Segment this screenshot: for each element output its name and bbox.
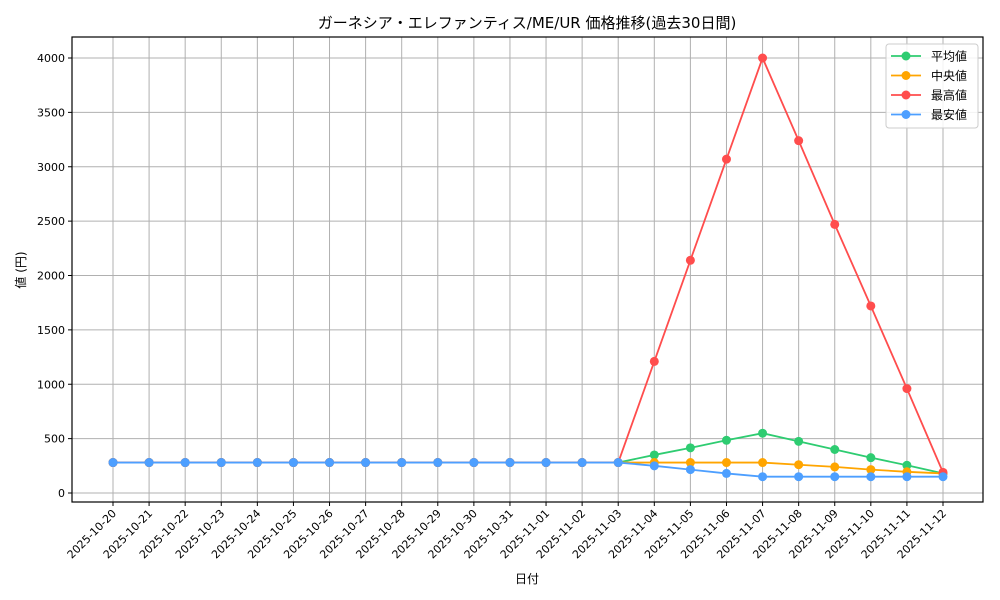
data-point (252, 458, 262, 468)
data-point (866, 465, 876, 475)
legend-label: 最安値 (931, 107, 967, 122)
data-point (397, 458, 407, 468)
y-tick-label: 500 (44, 433, 65, 446)
legend-label: 最高値 (931, 88, 967, 103)
data-point (830, 219, 840, 229)
legend-marker-icon (901, 51, 911, 61)
data-point (794, 460, 804, 470)
data-point (685, 443, 695, 453)
data-point (758, 428, 768, 438)
series-3 (108, 458, 948, 482)
data-point (685, 255, 695, 265)
data-point (325, 458, 335, 468)
data-point (794, 436, 804, 446)
legend-item: 平均値 (891, 49, 967, 64)
legend-label: 平均値 (931, 49, 967, 64)
data-point (577, 458, 587, 468)
legend-box (885, 43, 979, 129)
series-line (113, 461, 944, 475)
data-point (144, 458, 154, 468)
data-point (649, 450, 659, 460)
y-axis-label: 値 (円) (13, 251, 28, 288)
data-point (866, 453, 876, 463)
data-point (649, 356, 659, 366)
data-point (685, 458, 695, 468)
data-point (469, 458, 479, 468)
data-point (433, 458, 443, 468)
y-axis-ticks: 0 500 1000 1500 2000 2500 3000 3500 4000 (37, 52, 72, 500)
data-point (902, 472, 912, 482)
series-line (113, 432, 944, 475)
data-point (721, 458, 731, 468)
data-point (685, 465, 695, 475)
data-point (288, 458, 298, 468)
data-point (938, 472, 948, 482)
series-1 (108, 458, 948, 478)
plot-frame (71, 36, 984, 503)
x-axis-ticks: 2025-10-202025-10-212025-10-222025-10-23… (65, 502, 949, 561)
data-point (758, 472, 768, 482)
data-point (216, 458, 226, 468)
data-point (758, 53, 768, 63)
y-tick-label: 4000 (37, 52, 65, 65)
data-point (721, 468, 731, 478)
y-tick-label: 3500 (37, 106, 65, 119)
legend-item: 最高値 (891, 88, 967, 103)
data-point (830, 462, 840, 472)
data-point (902, 460, 912, 470)
data-point (902, 384, 912, 394)
y-tick-label: 2500 (37, 215, 65, 228)
data-point (721, 435, 731, 445)
series-lines (108, 53, 948, 482)
data-point (108, 458, 118, 468)
y-tick-label: 1000 (37, 378, 65, 391)
y-tick-label: 1500 (37, 324, 65, 337)
data-point (541, 458, 551, 468)
data-point (794, 136, 804, 146)
data-point (758, 458, 768, 468)
legend-marker-icon (901, 90, 911, 100)
grid (72, 37, 983, 502)
legend-marker-icon (901, 71, 911, 80)
y-tick-label: 0 (58, 487, 65, 500)
chart-title: ガーネシア・エレファンティス/ME/UR 価格推移(過去30日間) (318, 14, 737, 32)
data-point (613, 458, 623, 468)
data-point (649, 461, 659, 471)
y-tick-label: 3000 (37, 161, 65, 174)
data-point (361, 458, 371, 468)
legend-item: 最安値 (891, 107, 967, 122)
data-point (505, 458, 515, 468)
series-line (113, 55, 944, 473)
data-point (180, 458, 190, 468)
data-point (794, 472, 804, 482)
data-point (830, 472, 840, 482)
series-0 (108, 428, 948, 478)
data-point (721, 154, 731, 164)
series-line (113, 461, 943, 478)
y-tick-label: 2000 (37, 270, 65, 283)
series-2 (108, 53, 948, 477)
x-axis-label: 日付 (515, 572, 539, 586)
legend-label: 中央値 (931, 68, 967, 83)
legend-item: 中央値 (891, 68, 967, 83)
data-point (830, 445, 840, 454)
data-point (866, 472, 876, 482)
legend-marker-icon (901, 110, 911, 119)
data-point (866, 301, 876, 311)
